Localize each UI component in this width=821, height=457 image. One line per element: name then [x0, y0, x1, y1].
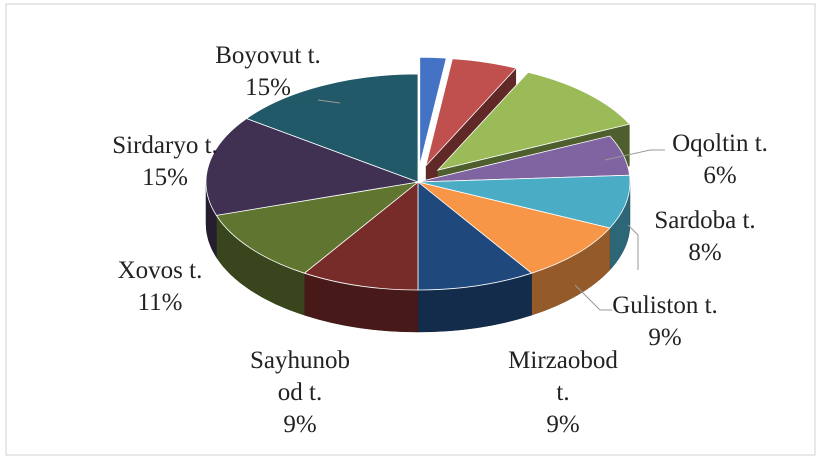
data-label: Sayhunobod t. 9%: [245, 345, 355, 441]
data-label: Oqoltin t. 6%: [655, 128, 785, 192]
pie-slice: [303, 181, 419, 291]
value-label: 6%: [703, 162, 737, 189]
category-label: Xovos t.: [117, 257, 203, 284]
pie-slice: [215, 181, 420, 274]
value-label: 11%: [137, 289, 183, 316]
category-label: Oqoltin t.: [672, 130, 768, 157]
pie-slice: [417, 174, 631, 229]
value-label: 9%: [648, 324, 682, 351]
pie-slice: [436, 71, 631, 171]
category-label: Guliston t.: [612, 292, 718, 319]
pie: [205, 56, 631, 333]
pie-slice: [205, 118, 420, 216]
value-label: 8%: [688, 239, 722, 266]
pie-slice: [245, 73, 419, 183]
category-label: Sardoba t.: [654, 207, 756, 234]
pie-slice: [417, 181, 611, 274]
leader-line: [604, 149, 665, 161]
category-label: Sirdaryo t.: [112, 132, 218, 159]
data-label: Boyovut t. 15%: [198, 40, 338, 104]
category-label: Sayhunobod t.: [250, 347, 350, 406]
leader-line: [574, 284, 612, 311]
data-label: Mirzaobod t. 9%: [503, 345, 623, 441]
leader-line: [317, 99, 341, 104]
leader-line: [627, 224, 639, 270]
value-label: 9%: [283, 411, 317, 438]
pie-slice: [425, 58, 517, 167]
value-label: 15%: [142, 164, 188, 191]
category-label: Mirzaobod t.: [508, 347, 618, 406]
data-label: Sardoba t. 8%: [640, 205, 770, 269]
pie-slice: [417, 181, 533, 291]
data-label: Xovos t. 11%: [95, 255, 225, 319]
data-label: Sirdaryo t. 15%: [95, 130, 235, 194]
value-label: 9%: [546, 411, 580, 438]
chart-frame: [5, 3, 816, 456]
category-label: Boyovut t.: [215, 42, 321, 69]
data-label: Guliston t. 9%: [600, 290, 730, 354]
value-label: 15%: [245, 74, 291, 101]
pie-slice: [419, 56, 447, 166]
